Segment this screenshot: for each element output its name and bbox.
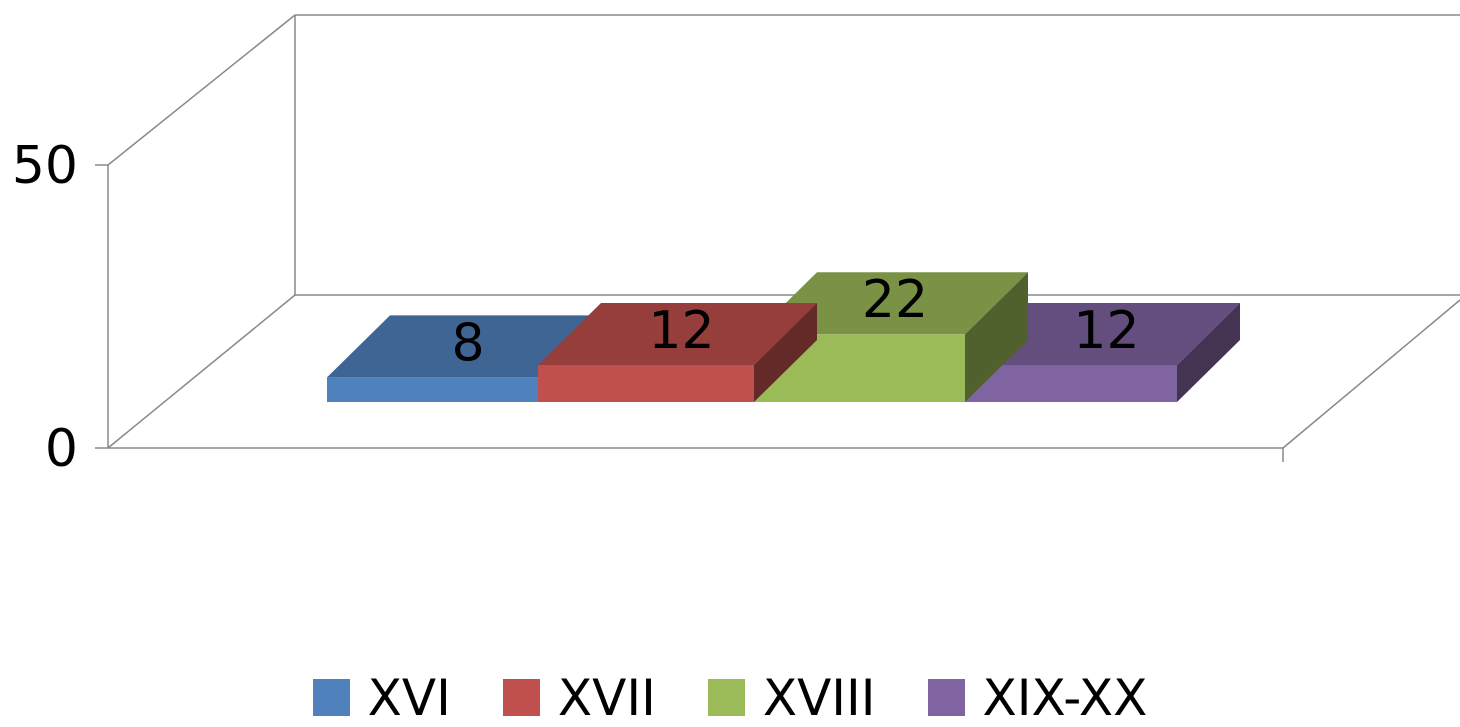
legend-item: XVI bbox=[312, 668, 451, 727]
legend-label: XVII bbox=[557, 668, 656, 727]
bar-side bbox=[754, 303, 817, 402]
bar-top bbox=[538, 303, 817, 366]
legend-swatch bbox=[707, 679, 745, 716]
bar-front bbox=[754, 334, 965, 402]
legend-item: XVII bbox=[502, 668, 656, 727]
bar-top bbox=[965, 303, 1240, 366]
bar-side bbox=[1177, 303, 1240, 402]
floor-left-edge bbox=[107, 294, 296, 449]
bar-side bbox=[965, 272, 1028, 402]
legend-item: XIX-XX bbox=[927, 668, 1148, 727]
legend-swatch bbox=[927, 679, 965, 716]
bar-front bbox=[538, 365, 754, 402]
data-label: 12 bbox=[648, 301, 714, 361]
bar-xviii bbox=[754, 272, 1028, 402]
side-wall-edge bbox=[107, 14, 296, 166]
legend-swatch bbox=[502, 679, 540, 716]
y-tick-label: 0 bbox=[45, 419, 78, 479]
bar-xvii bbox=[538, 303, 817, 402]
bar-front bbox=[965, 365, 1177, 402]
legend-label: XVIII bbox=[762, 668, 876, 727]
legend-item: XVIII bbox=[707, 668, 876, 727]
bar-top bbox=[327, 315, 601, 378]
bar-top bbox=[754, 272, 1028, 335]
legend-swatch bbox=[312, 679, 350, 716]
data-label: 12 bbox=[1073, 301, 1139, 361]
data-label: 22 bbox=[862, 270, 928, 330]
legend-label: XIX-XX bbox=[982, 668, 1148, 727]
y-tick-label: 50 bbox=[12, 136, 78, 196]
legend-label: XVI bbox=[367, 668, 451, 727]
bar-front bbox=[327, 377, 538, 402]
bar-xix-xx bbox=[965, 303, 1240, 402]
floor-right-edge bbox=[1282, 299, 1460, 449]
legend: XVI XVII XVIII XIX-XX bbox=[0, 668, 1460, 727]
data-label: 8 bbox=[451, 313, 484, 373]
